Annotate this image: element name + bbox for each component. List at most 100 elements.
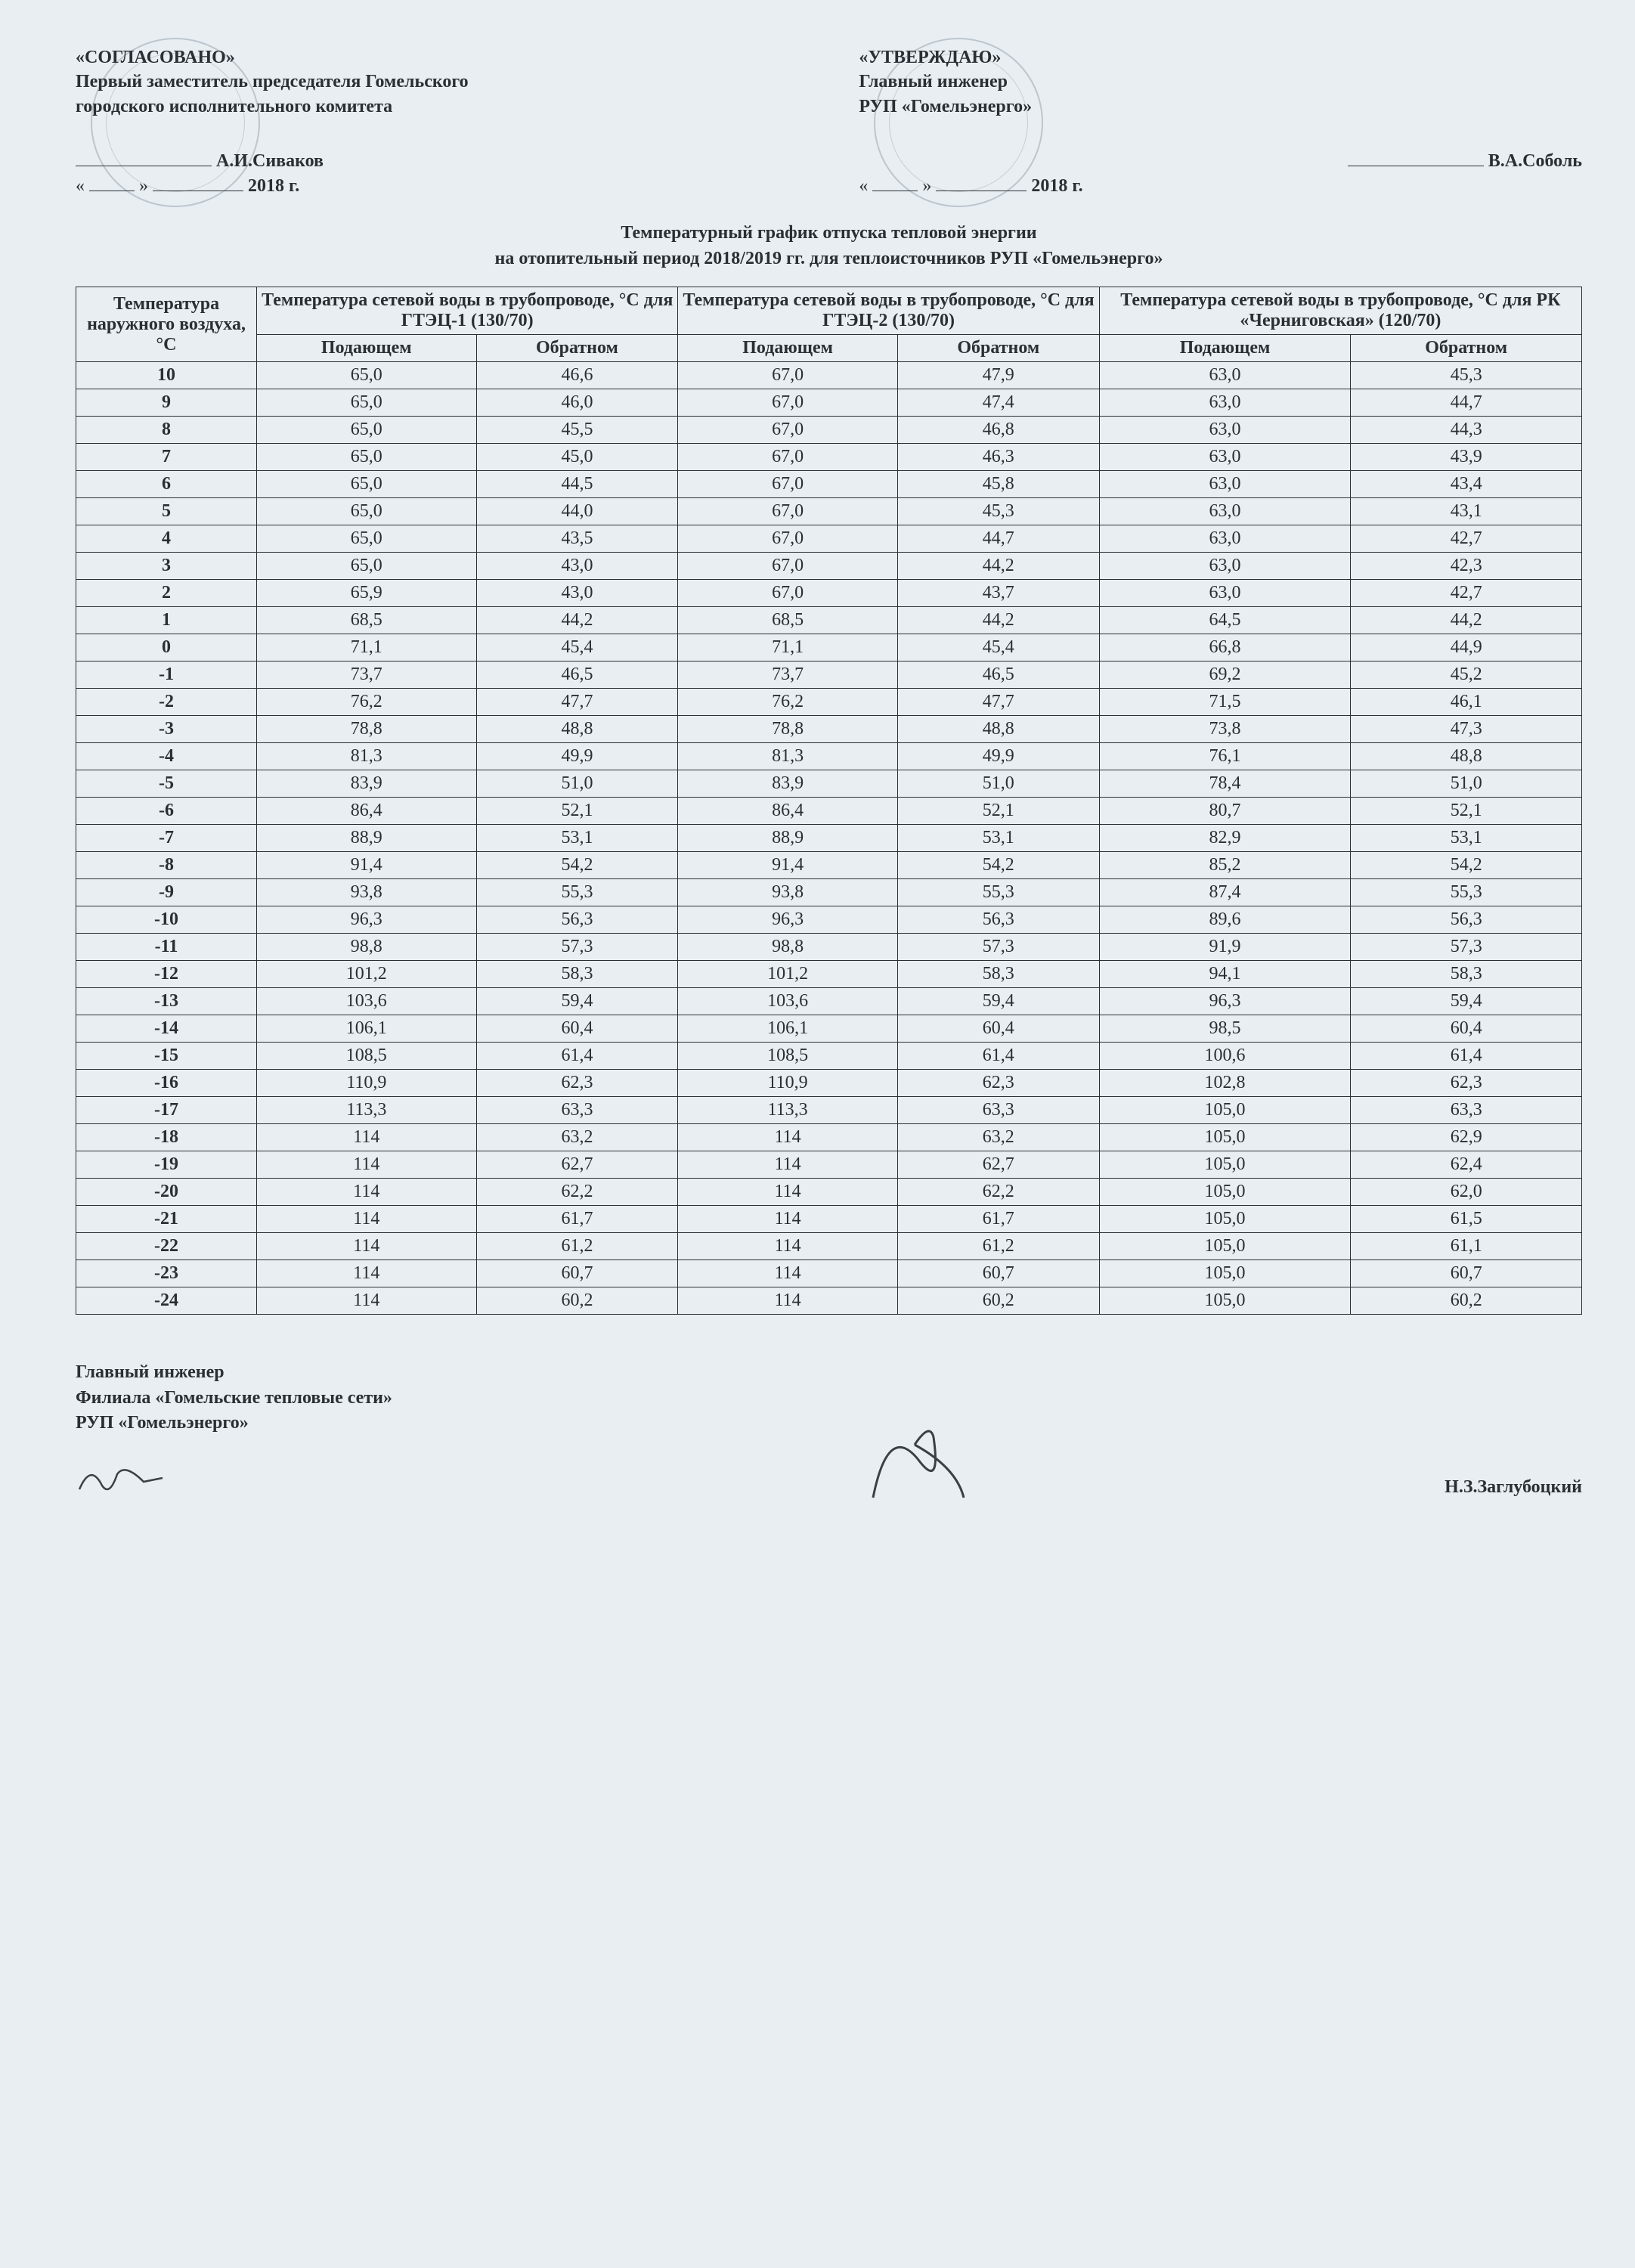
table-cell: -5 (76, 770, 257, 798)
approval-right-heading: «УТВЕРЖДАЮ» (859, 48, 1001, 67)
table-cell: 62,2 (476, 1179, 678, 1206)
table-cell: 62,7 (476, 1151, 678, 1179)
table-cell: 82,9 (1099, 825, 1351, 852)
table-cell: 89,6 (1099, 906, 1351, 934)
table-cell: 67,0 (678, 389, 898, 417)
table-cell: 63,2 (897, 1124, 1099, 1151)
table-cell: 61,2 (476, 1233, 678, 1260)
approval-right-quote-open: « (859, 176, 868, 196)
sub-return-3: Обратном (1351, 335, 1582, 362)
table-cell: 103,6 (257, 988, 477, 1015)
title-line2: на отопительный период 2018/2019 гг. для… (76, 246, 1582, 272)
table-cell: -22 (76, 1233, 257, 1260)
table-cell: 62,2 (897, 1179, 1099, 1206)
document-title: Температурный график отпуска тепловой эн… (76, 221, 1582, 271)
table-row: -1811463,211463,2105,062,9 (76, 1124, 1582, 1151)
table-cell: 65,0 (257, 553, 477, 580)
table-cell: 113,3 (257, 1097, 477, 1124)
table-cell: 76,2 (678, 689, 898, 716)
table-cell: 114 (678, 1151, 898, 1179)
table-cell: 2 (76, 580, 257, 607)
table-cell: 61,7 (897, 1206, 1099, 1233)
table-cell: 98,5 (1099, 1015, 1351, 1043)
table-cell: 6 (76, 471, 257, 498)
table-cell: 63,2 (476, 1124, 678, 1151)
table-cell: 60,7 (897, 1260, 1099, 1287)
table-cell: 44,7 (897, 525, 1099, 553)
table-cell: 101,2 (257, 961, 477, 988)
table-cell: 59,4 (1351, 988, 1582, 1015)
approval-right-pos2: РУП «Гомельэнерго» (859, 97, 1032, 116)
table-cell: 62,9 (1351, 1124, 1582, 1151)
table-cell: 67,0 (678, 444, 898, 471)
table-cell: 65,9 (257, 580, 477, 607)
table-cell: 67,0 (678, 362, 898, 389)
table-cell: 114 (678, 1124, 898, 1151)
table-cell: 55,3 (1351, 879, 1582, 906)
table-cell: 71,5 (1099, 689, 1351, 716)
table-cell: 65,0 (257, 389, 477, 417)
table-cell: -1 (76, 662, 257, 689)
table-cell: 45,3 (1351, 362, 1582, 389)
table-cell: 61,7 (476, 1206, 678, 1233)
table-cell: 63,0 (1099, 525, 1351, 553)
table-cell: -20 (76, 1179, 257, 1206)
table-row: 765,045,067,046,363,043,9 (76, 444, 1582, 471)
approval-left: «СОГЛАСОВАНО» Первый заместитель председ… (76, 45, 799, 198)
table-cell: 43,0 (476, 553, 678, 580)
table-cell: 114 (678, 1233, 898, 1260)
table-cell: 45,2 (1351, 662, 1582, 689)
table-cell: 9 (76, 389, 257, 417)
table-row: -15108,561,4108,561,4100,661,4 (76, 1043, 1582, 1070)
approval-right-quote-close: » (922, 176, 931, 196)
table-cell: 96,3 (678, 906, 898, 934)
table-cell: 114 (678, 1179, 898, 1206)
table-cell: 63,0 (1099, 444, 1351, 471)
table-cell: 105,0 (1099, 1097, 1351, 1124)
table-cell: 52,1 (476, 798, 678, 825)
approval-right-name: В.А.Соболь (1488, 151, 1582, 171)
table-row: -16110,962,3110,962,3102,862,3 (76, 1070, 1582, 1097)
approval-left-pos2: городского исполнительного комитета (76, 97, 392, 116)
table-cell: 63,0 (1099, 389, 1351, 417)
table-cell: 67,0 (678, 471, 898, 498)
table-row: -2011462,211462,2105,062,0 (76, 1179, 1582, 1206)
table-cell: 68,5 (257, 607, 477, 634)
table-cell: 46,3 (897, 444, 1099, 471)
table-row: -1198,857,398,857,391,957,3 (76, 934, 1582, 961)
table-cell: 65,0 (257, 417, 477, 444)
table-cell: 106,1 (257, 1015, 477, 1043)
table-cell: 43,4 (1351, 471, 1582, 498)
table-cell: -8 (76, 852, 257, 879)
table-cell: 114 (257, 1206, 477, 1233)
table-cell: 78,8 (678, 716, 898, 743)
table-cell: 103,6 (678, 988, 898, 1015)
table-cell: 42,7 (1351, 580, 1582, 607)
col-group-gtec1: Температура сетевой воды в трубопроводе,… (257, 287, 678, 335)
table-row: 1065,046,667,047,963,045,3 (76, 362, 1582, 389)
table-cell: -19 (76, 1151, 257, 1179)
table-cell: -2 (76, 689, 257, 716)
table-row: -2111461,711461,7105,061,5 (76, 1206, 1582, 1233)
table-cell: 76,1 (1099, 743, 1351, 770)
table-cell: 44,5 (476, 471, 678, 498)
approval-right-year: 2018 г. (1031, 176, 1082, 196)
table-cell: 5 (76, 498, 257, 525)
table-row: -993,855,393,855,387,455,3 (76, 879, 1582, 906)
table-cell: -4 (76, 743, 257, 770)
table-cell: 48,8 (897, 716, 1099, 743)
approval-right: «УТВЕРЖДАЮ» Главный инженер РУП «Гомельэ… (859, 45, 1582, 198)
table-cell: 110,9 (678, 1070, 898, 1097)
table-cell: -24 (76, 1287, 257, 1315)
table-cell: 51,0 (1351, 770, 1582, 798)
table-cell: 67,0 (678, 553, 898, 580)
table-cell: 81,3 (257, 743, 477, 770)
table-cell: 53,1 (476, 825, 678, 852)
table-cell: 62,0 (1351, 1179, 1582, 1206)
table-row: 365,043,067,044,263,042,3 (76, 553, 1582, 580)
table-cell: 61,1 (1351, 1233, 1582, 1260)
table-cell: 108,5 (257, 1043, 477, 1070)
table-cell: -3 (76, 716, 257, 743)
table-cell: 64,5 (1099, 607, 1351, 634)
sub-return-1: Обратном (476, 335, 678, 362)
